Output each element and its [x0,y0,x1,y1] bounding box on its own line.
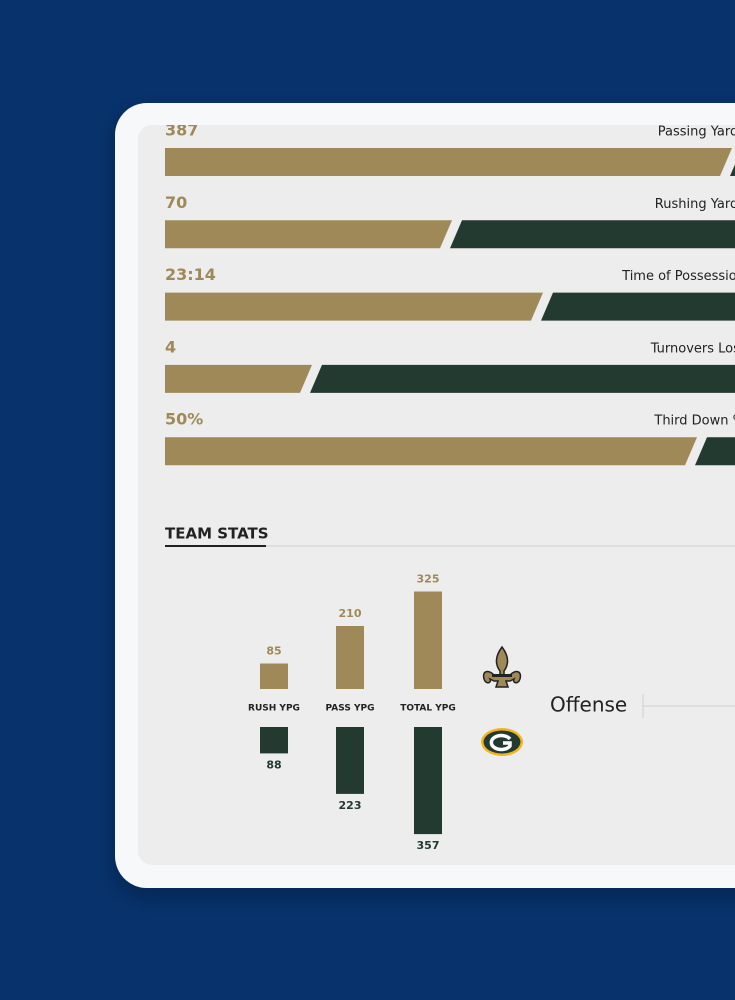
value-label: 85 [266,645,281,658]
stat-value: 387 [165,121,198,140]
stat-label: Turnovers Lost [650,341,735,356]
stat-label: Third Down % [653,414,735,429]
share-bar [165,220,452,249]
stat-value: 50% [165,410,203,429]
bar [414,591,442,689]
category-label: PASS YPG [326,704,375,714]
stat-label: Rushing Yards [655,197,735,212]
bar [336,727,364,794]
stat-value: 4 [165,337,176,356]
share-bar [165,437,697,466]
side-label: Offense [550,693,627,717]
content: TEAM STATS Offense 387 Passing Yards 70 Rus… [165,121,735,852]
team-logo [482,645,522,688]
value-label: 325 [417,573,440,586]
stat-label: Time of Possession [621,269,735,284]
share-bar [165,148,732,176]
bar [414,727,442,835]
value-label: 223 [339,799,362,812]
bar [260,727,288,754]
share-bar [165,292,543,321]
section-title: TEAM STATS [165,525,269,543]
value-label: 88 [266,758,281,771]
bar [260,663,288,689]
share-bar-opponent [450,220,735,249]
share-bar-opponent [541,292,735,321]
stat-label: Passing Yards [658,125,735,140]
value-label: 210 [339,607,362,620]
category-label: RUSH YPG [248,704,300,714]
team-logo [481,728,523,756]
share-bar-opponent [310,364,735,393]
share-bar [165,364,312,393]
stat-value: 70 [165,193,187,212]
bar [336,626,364,689]
stat-value: 23:14 [165,265,216,284]
value-label: 357 [417,839,440,852]
category-label: TOTAL YPG [400,704,456,714]
